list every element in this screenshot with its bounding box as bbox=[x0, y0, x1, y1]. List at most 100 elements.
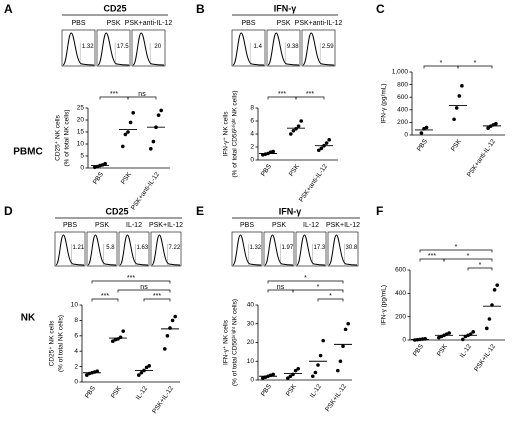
histogram-value: 5.8 bbox=[106, 245, 115, 251]
y-tick-label: 15 bbox=[77, 129, 85, 136]
data-point bbox=[123, 132, 128, 137]
histogram-label: IL-12 bbox=[126, 222, 142, 229]
significance-label: * bbox=[467, 253, 470, 260]
histogram-label: PBS bbox=[63, 222, 77, 229]
data-point bbox=[137, 373, 141, 377]
significance-bracket bbox=[127, 96, 157, 100]
panel-title: CD25 bbox=[103, 3, 126, 13]
data-point bbox=[173, 314, 177, 319]
significance-bracket bbox=[91, 280, 171, 284]
data-point bbox=[324, 141, 329, 145]
data-point bbox=[343, 327, 348, 332]
significance-label: ns bbox=[140, 284, 148, 291]
data-point bbox=[494, 121, 498, 126]
histogram-curve bbox=[119, 234, 149, 266]
data-point bbox=[313, 370, 318, 375]
y-axis-label: CD25⁺ NK cells bbox=[55, 114, 62, 160]
y-tick-label: 4 bbox=[74, 348, 78, 355]
data-point bbox=[291, 128, 296, 133]
y-tick-label: 0 bbox=[250, 377, 254, 384]
histogram-value: 1.63 bbox=[137, 245, 149, 251]
y-tick-label: 0 bbox=[404, 132, 408, 139]
significance-label: *** bbox=[127, 275, 135, 282]
data-point bbox=[471, 330, 476, 334]
histogram-label: PSK bbox=[276, 20, 290, 27]
y-tick-label: 0 bbox=[74, 379, 78, 386]
data-point bbox=[131, 111, 135, 115]
data-point bbox=[486, 126, 490, 130]
data-point bbox=[163, 347, 167, 351]
significance-bracket bbox=[317, 298, 344, 302]
data-point bbox=[156, 113, 161, 117]
significance-label: * bbox=[304, 275, 307, 282]
histogram-curve bbox=[87, 234, 117, 266]
data-point bbox=[495, 283, 500, 287]
histogram-curve bbox=[62, 32, 95, 66]
significance-bracket bbox=[292, 289, 344, 293]
y-tick-label: 10 bbox=[71, 302, 79, 309]
y-tick-label: 0 bbox=[402, 337, 406, 344]
significance-bracket bbox=[419, 249, 493, 253]
histogram-value: 1.97 bbox=[282, 245, 294, 251]
data-point bbox=[271, 149, 276, 154]
row-label: NK bbox=[21, 313, 36, 324]
significance-label: *** bbox=[153, 293, 161, 300]
y-axis-label: IFN-γ (pg/mL) bbox=[381, 83, 388, 123]
panel-letter: A bbox=[4, 2, 13, 16]
data-point bbox=[95, 369, 99, 374]
significance-label: *** bbox=[278, 91, 286, 98]
significance-label: * bbox=[440, 60, 443, 67]
y-tick-label: 10 bbox=[247, 358, 255, 365]
data-point bbox=[286, 376, 290, 380]
row-label: PBMC bbox=[13, 147, 42, 158]
data-point bbox=[338, 359, 343, 364]
y-axis-label: (% of total CD56ᵇʳⁱᵍʰᵗ NK cells) bbox=[231, 299, 239, 386]
significance-label: ns bbox=[277, 284, 285, 291]
y-tick-label: 25 bbox=[77, 105, 85, 112]
y-axis-label: (% of total CD56ᵇʳⁱᵍʰᵗ NK cells) bbox=[231, 90, 239, 177]
y-tick-label: 6 bbox=[250, 118, 254, 125]
histogram-label: PSK bbox=[106, 20, 120, 27]
panel-letter: F bbox=[376, 204, 383, 218]
data-point bbox=[457, 94, 462, 98]
significance-bracket bbox=[443, 258, 493, 262]
y-axis-label: (% of total NK cells) bbox=[58, 315, 65, 372]
histogram-value: 30.8 bbox=[346, 245, 358, 251]
data-point bbox=[139, 370, 144, 375]
y-tick-label: 200 bbox=[397, 119, 408, 126]
histogram-value: 1.32 bbox=[82, 44, 94, 50]
histogram-label: PBS bbox=[241, 20, 255, 27]
histogram-label: PSK+IL-12 bbox=[149, 222, 183, 229]
histogram-label: PSK+anti-IL-12 bbox=[295, 20, 343, 27]
significance-label: *** bbox=[428, 253, 436, 260]
data-point bbox=[452, 117, 456, 122]
data-point bbox=[288, 374, 293, 379]
significance-bracket bbox=[467, 267, 493, 271]
data-point bbox=[296, 366, 301, 371]
data-point bbox=[103, 161, 107, 166]
data-point bbox=[316, 363, 320, 367]
y-tick-label: 8 bbox=[74, 317, 78, 324]
histogram-value: 17.3 bbox=[314, 245, 326, 251]
significance-bracket bbox=[91, 298, 119, 302]
y-tick-label: 400 bbox=[395, 290, 406, 297]
data-point bbox=[424, 125, 429, 130]
data-point bbox=[149, 147, 153, 151]
y-tick-label: 1,000 bbox=[392, 69, 409, 76]
data-point bbox=[296, 124, 301, 128]
data-point bbox=[492, 288, 497, 292]
data-point bbox=[289, 132, 293, 136]
data-point bbox=[151, 139, 156, 144]
y-tick-label: 400 bbox=[397, 107, 408, 114]
significance-label: * bbox=[479, 262, 482, 269]
data-point bbox=[271, 372, 276, 377]
histogram-label: PSK bbox=[272, 222, 286, 229]
histogram-value: 1.32 bbox=[250, 245, 262, 251]
y-tick-label: 20 bbox=[77, 117, 85, 124]
y-tick-label: 20 bbox=[247, 339, 255, 346]
histogram-curve bbox=[296, 234, 326, 266]
histogram-curve bbox=[267, 32, 300, 66]
histogram-curve bbox=[232, 32, 265, 66]
data-point bbox=[168, 326, 172, 330]
data-point bbox=[336, 368, 340, 373]
